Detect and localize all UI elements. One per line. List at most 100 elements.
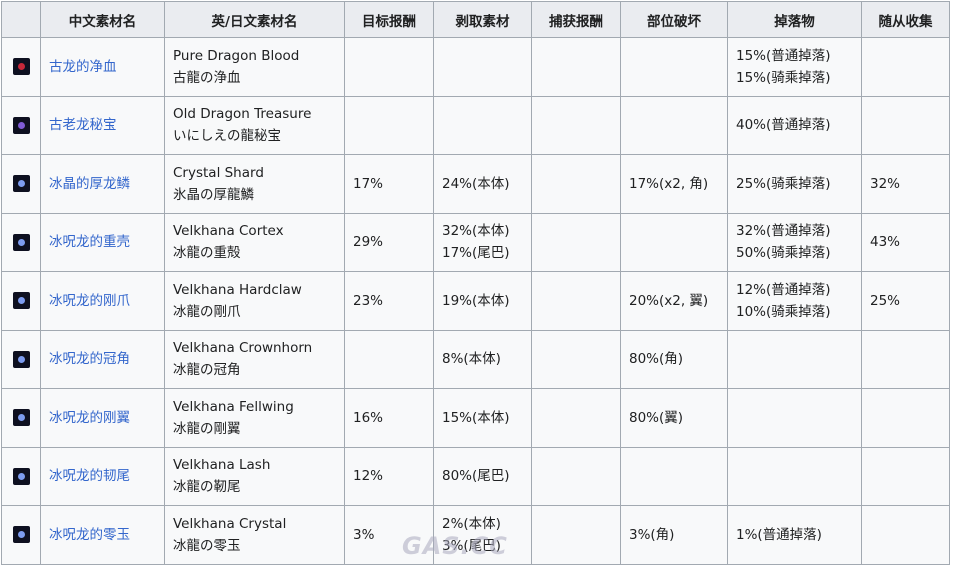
carve-cell: 2%(本体) 3%(尾巴)	[433, 505, 532, 565]
table-row: 冰晶的厚龙鳞 Crystal Shard 氷晶の厚龍鱗 17% 24%(本体) 17%(x…	[1, 154, 950, 214]
material-link[interactable]: 冰呪龙的冠角	[49, 351, 130, 368]
en-jp-name-cell: Velkhana Cortex 冰龍の重殻	[164, 212, 345, 272]
icon-cell	[1, 388, 41, 448]
cell-value: 80%(角)	[629, 351, 684, 368]
en-jp-name-cell: Velkhana Fellwing 冰龍の剛翼	[164, 388, 345, 448]
cn-name-cell: 古老龙秘宝	[40, 95, 165, 155]
capture-cell	[531, 37, 621, 97]
cell-value: 12%	[353, 468, 384, 485]
header-cn-name: 中文素材名	[40, 1, 165, 38]
carve-cell: 19%(本体)	[433, 271, 532, 331]
palico-cell	[861, 95, 950, 155]
capture-cell	[531, 388, 621, 448]
material-link[interactable]: 冰呪龙的重壳	[49, 234, 130, 251]
icon-cell	[1, 154, 41, 214]
velkhana-fellwing-icon[interactable]	[12, 409, 30, 427]
icon-cell	[1, 37, 41, 97]
velkhana-cortex-icon[interactable]	[12, 233, 30, 251]
palico-cell	[861, 388, 950, 448]
cell-value: 17%	[353, 175, 384, 192]
jp-name: 冰龍の靭尾	[173, 479, 241, 496]
en-name: Velkhana Crownhorn	[173, 340, 313, 357]
material-link[interactable]: 冰呪龙的刚翼	[49, 409, 130, 426]
cell-value: 50%(骑乘掉落)	[736, 245, 831, 262]
velkhana-crystal-icon[interactable]	[12, 526, 30, 544]
icon-cell	[1, 446, 41, 506]
en-jp-name-cell: Velkhana Hardclaw 冰龍の剛爪	[164, 271, 345, 331]
cell-value: 32%(普通掉落)	[736, 223, 831, 240]
palico-cell: 43%	[861, 212, 950, 272]
en-name: Old Dragon Treasure	[173, 106, 312, 123]
header-drop: 掉落物	[727, 1, 862, 38]
en-name: Velkhana Lash	[173, 457, 271, 474]
carve-cell: 15%(本体)	[433, 388, 532, 448]
drop-cell	[727, 388, 862, 448]
cn-name-cell: 冰呪龙的刚爪	[40, 271, 165, 331]
jp-name: 冰龍の冠角	[173, 362, 241, 379]
break-cell: 80%(翼)	[620, 388, 728, 448]
palico-cell: 25%	[861, 271, 950, 331]
carve-cell: 8%(本体)	[433, 329, 532, 389]
velkhana-hardclaw-icon[interactable]	[12, 292, 30, 310]
material-link[interactable]: 冰呪龙的刚爪	[49, 292, 130, 309]
table-row: 冰呪龙的韧尾 Velkhana Lash 冰龍の靭尾 12% 80%(尾巴)	[1, 446, 950, 506]
cell-value: 40%(普通掉落)	[736, 117, 831, 134]
palico-cell	[861, 329, 950, 389]
material-link[interactable]: 古老龙秘宝	[49, 117, 117, 134]
table-row: 古老龙秘宝 Old Dragon Treasure いにしえの龍秘宝 40%(普通掉落…	[1, 95, 950, 155]
material-link[interactable]: 冰呪龙的韧尾	[49, 468, 130, 485]
header-en-jp-name: 英/日文素材名	[164, 1, 345, 38]
icon-cell	[1, 271, 41, 331]
cell-value: 29%	[353, 234, 384, 251]
break-cell: 20%(x2, 翼)	[620, 271, 728, 331]
cell-value: 25%	[870, 292, 901, 309]
target-cell	[344, 329, 434, 389]
en-jp-name-cell: Crystal Shard 氷晶の厚龍鱗	[164, 154, 345, 214]
jp-name: 氷晶の厚龍鱗	[173, 186, 254, 203]
en-name: Velkhana Cortex	[173, 223, 284, 240]
velkhana-crownhorn-icon[interactable]	[12, 350, 30, 368]
velkhana-lash-icon[interactable]	[12, 467, 30, 485]
carve-cell: 80%(尾巴)	[433, 446, 532, 506]
cell-value: 3%(角)	[629, 526, 675, 543]
crystal-shard-icon[interactable]	[12, 175, 30, 193]
cell-value: 1%(普通掉落)	[736, 526, 822, 543]
table-row: 古龙的净血 Pure Dragon Blood 古龍の浄血 15%(普通掉落) 15%(…	[1, 37, 950, 97]
break-cell	[620, 37, 728, 97]
jp-name: 冰龍の零玉	[173, 537, 241, 554]
capture-cell	[531, 154, 621, 214]
drop-cell	[727, 446, 862, 506]
material-link[interactable]: 冰晶的厚龙鳞	[49, 175, 130, 192]
jp-name: 冰龍の剛爪	[173, 303, 241, 320]
capture-cell	[531, 329, 621, 389]
palico-cell	[861, 505, 950, 565]
table-row: 冰呪龙的刚爪 Velkhana Hardclaw 冰龍の剛爪 23% 19%(本体) 20…	[1, 271, 950, 331]
en-jp-name-cell: Velkhana Lash 冰龍の靭尾	[164, 446, 345, 506]
cell-value: 32%(本体)	[442, 223, 510, 240]
header-palico: 随从收集	[861, 1, 950, 38]
header-icon	[1, 1, 41, 38]
capture-cell	[531, 271, 621, 331]
cn-name-cell: 冰呪龙的刚翼	[40, 388, 165, 448]
jp-name: 古龍の浄血	[173, 69, 241, 86]
palico-cell: 32%	[861, 154, 950, 214]
target-cell: 23%	[344, 271, 434, 331]
cn-name-cell: 冰呪龙的韧尾	[40, 446, 165, 506]
pure-dragon-blood-icon[interactable]	[12, 58, 30, 76]
break-cell	[620, 95, 728, 155]
cell-value: 17%(x2, 角)	[629, 175, 709, 192]
cell-value: 15%(本体)	[442, 409, 510, 426]
material-link[interactable]: 冰呪龙的零玉	[49, 526, 130, 543]
cn-name-cell: 冰晶的厚龙鳞	[40, 154, 165, 214]
drop-cell: 1%(普通掉落)	[727, 505, 862, 565]
capture-cell	[531, 95, 621, 155]
old-dragon-treasure-icon[interactable]	[12, 116, 30, 134]
material-link[interactable]: 古龙的净血	[49, 58, 117, 75]
en-name: Velkhana Fellwing	[173, 398, 294, 415]
drop-cell: 40%(普通掉落)	[727, 95, 862, 155]
en-jp-name-cell: Velkhana Crystal 冰龍の零玉	[164, 505, 345, 565]
carve-cell: 24%(本体)	[433, 154, 532, 214]
icon-cell	[1, 95, 41, 155]
capture-cell	[531, 212, 621, 272]
